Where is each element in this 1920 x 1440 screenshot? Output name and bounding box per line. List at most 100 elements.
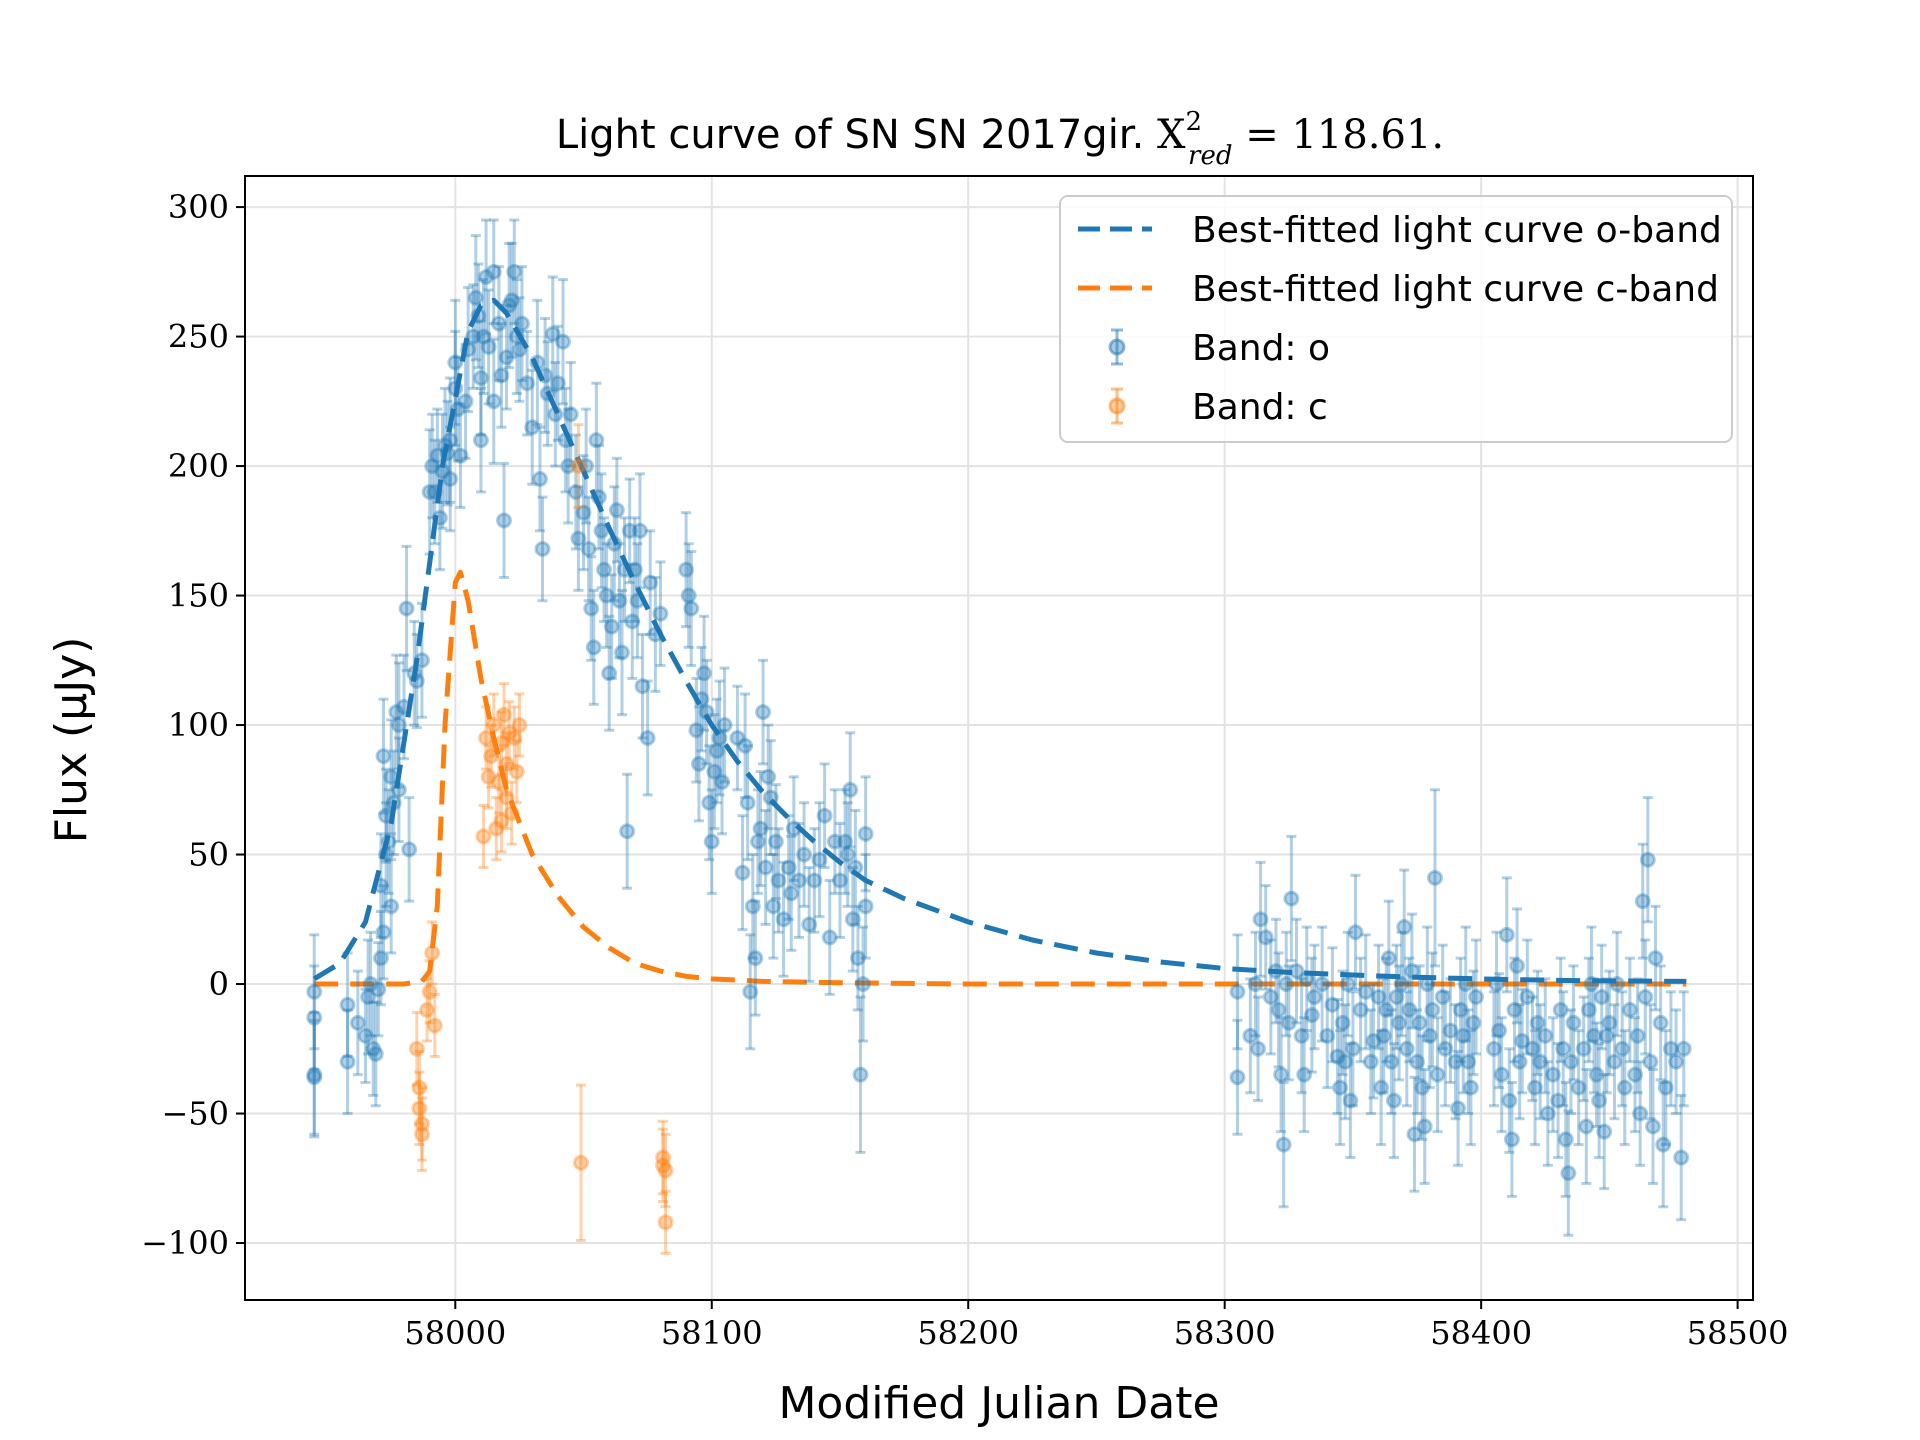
band-o-point	[739, 744, 756, 862]
band-c-point	[572, 1083, 589, 1242]
band-o-point	[442, 376, 459, 504]
fit-curves	[312, 297, 1687, 987]
band-o-point	[737, 692, 754, 800]
band-o-point	[1298, 925, 1315, 1033]
band-o-point	[598, 542, 615, 649]
band-o-point	[1270, 951, 1287, 1069]
band-o-point	[849, 904, 866, 1012]
band-o-point	[365, 1000, 382, 1097]
band-o-point	[1347, 873, 1364, 991]
band-o-point	[1524, 995, 1541, 1103]
band-o-point	[783, 834, 800, 952]
y-tick-label: 300	[168, 188, 229, 226]
band-c-point	[413, 1096, 430, 1173]
band-o-point	[452, 402, 469, 510]
band-o-point	[811, 801, 828, 919]
band-o-point	[767, 783, 784, 901]
band-o-point	[1539, 1060, 1556, 1167]
band-o-point	[696, 614, 713, 732]
band-o-point	[1583, 925, 1600, 1043]
band-o-point	[852, 995, 869, 1154]
band-o-point	[1593, 943, 1610, 1051]
band-o-point	[801, 865, 818, 983]
band-o-point	[375, 884, 392, 981]
band-o-point	[519, 329, 536, 437]
band-o-point	[1429, 1016, 1446, 1134]
band-o-point	[770, 827, 787, 934]
band-o-point	[1634, 842, 1651, 960]
band-o-point	[1434, 943, 1451, 1051]
band-o-point	[506, 218, 523, 326]
band-o-point	[1262, 938, 1279, 1056]
band-c-point	[426, 992, 443, 1059]
legend-fit-o-label: Best-fitted light curve o-band	[1192, 210, 1722, 251]
band-o-point	[383, 858, 400, 955]
band-o-point	[1306, 943, 1323, 1051]
band-o-point	[593, 472, 610, 590]
band-o-point	[490, 265, 507, 383]
band-o-point	[749, 788, 766, 895]
band-c-point	[480, 744, 497, 810]
band-o-point	[821, 878, 838, 996]
band-o-point	[1637, 938, 1654, 1056]
band-o-point	[531, 425, 548, 533]
band-o-point	[390, 661, 407, 789]
band-o-point	[1655, 1080, 1672, 1209]
band-o-point	[1414, 1034, 1431, 1141]
band-o-point	[621, 477, 638, 585]
band-c-point	[421, 959, 438, 1025]
band-o-point	[1329, 998, 1346, 1116]
band-o-point	[578, 407, 595, 525]
band-o-point	[1644, 1068, 1661, 1185]
band-o-point	[567, 433, 584, 551]
band-o-point	[765, 853, 782, 960]
band-o-point	[626, 516, 643, 623]
band-o-point	[1639, 796, 1656, 924]
band-o-point	[424, 412, 441, 520]
band-o-point	[1421, 982, 1438, 1090]
band-o-point	[1416, 1068, 1433, 1185]
band-c-point	[493, 788, 510, 854]
band-o-point	[747, 899, 764, 1017]
band-o-point	[1419, 925, 1436, 1043]
legend-band-c-marker	[1108, 387, 1126, 425]
fit-o-curve	[312, 297, 1687, 984]
legend-band-o-label: Band: o	[1192, 328, 1330, 369]
band-o-point	[1532, 1003, 1549, 1121]
band-o-point	[555, 278, 572, 406]
band-o-point	[1383, 1008, 1400, 1116]
band-o-point	[785, 775, 802, 882]
band-o-point	[1370, 943, 1387, 1051]
band-o-point	[1337, 1003, 1354, 1121]
band-c-point	[501, 700, 518, 766]
band-o-point	[1585, 977, 1602, 1095]
band-o-point	[375, 697, 392, 815]
band-o-point	[1557, 1080, 1574, 1198]
band-o-point	[1424, 951, 1441, 1069]
band-o-point	[857, 775, 874, 893]
band-o-point	[475, 278, 492, 396]
band-o-point	[560, 407, 577, 525]
band-o-point	[396, 653, 413, 761]
band-o-point	[816, 762, 833, 869]
band-o-point	[680, 542, 697, 649]
band-o-point	[624, 562, 641, 680]
band-o-point	[1250, 995, 1267, 1103]
band-o-point	[1373, 1029, 1390, 1147]
band-c-point	[413, 1086, 430, 1162]
band-o-point	[1606, 1003, 1623, 1121]
y-tick-label: −50	[161, 1095, 229, 1133]
band-o-point	[367, 1000, 384, 1108]
band-o-point	[408, 632, 425, 730]
band-o-point	[1544, 1016, 1561, 1134]
band-o-point	[1621, 956, 1638, 1064]
band-o-point	[1391, 964, 1408, 1082]
band-o-point	[1647, 904, 1664, 1012]
y-tick-label: 100	[168, 706, 229, 744]
band-o-point	[513, 265, 530, 383]
band-o-point	[1324, 946, 1341, 1064]
y-tick-label: 0	[209, 965, 229, 1003]
band-o-point	[380, 788, 397, 895]
band-o-point	[757, 809, 774, 926]
band-o-point	[1267, 917, 1284, 1025]
